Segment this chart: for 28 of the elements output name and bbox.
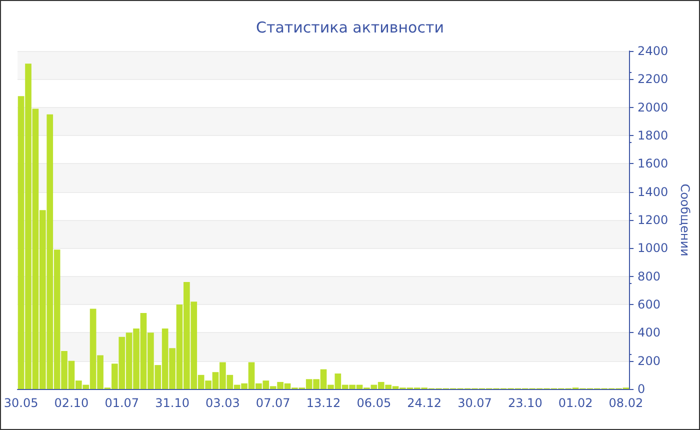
chart-title: Статистика активности xyxy=(256,18,444,36)
y-tick-label: 2200 xyxy=(638,72,668,86)
x-tick-label: 07.07 xyxy=(256,396,290,410)
x-tick-label: 23.10 xyxy=(508,396,542,410)
y-tick-label: 1400 xyxy=(638,184,668,199)
x-tick-label: 02.10 xyxy=(54,396,89,410)
x-tick-label: 30.05 xyxy=(4,396,38,410)
y-tick-label: 0 xyxy=(638,382,646,396)
y-tick-label: 400 xyxy=(638,326,660,340)
y-tick-label: 1200 xyxy=(638,213,668,227)
y-tick-label: 2000 xyxy=(638,100,668,114)
x-tick-label: 08.02 xyxy=(608,396,644,410)
y-tick-label: 600 xyxy=(638,298,660,312)
x-tick-label: 31.10 xyxy=(155,396,190,410)
x-tick-label: 13.12 xyxy=(306,396,341,410)
y-axis-title: Сообщении xyxy=(678,184,692,256)
x-tick-label: 01.02 xyxy=(558,396,593,410)
y-tick-label: 1000 xyxy=(638,241,668,256)
x-tick-label: 06.05 xyxy=(356,396,392,410)
x-tick-label: 03.03 xyxy=(206,396,240,410)
y-tick-label: 800 xyxy=(638,269,660,284)
y-tick-label: 200 xyxy=(638,354,660,368)
y-tick-label: 1600 xyxy=(638,156,668,171)
x-tick-label: 24.12 xyxy=(407,396,442,410)
x-tick-label: 01.07 xyxy=(104,396,140,410)
y-tick-label: 1800 xyxy=(638,128,668,142)
x-tick-label: 30.07 xyxy=(458,396,492,410)
y-tick-label: 2400 xyxy=(638,44,668,58)
